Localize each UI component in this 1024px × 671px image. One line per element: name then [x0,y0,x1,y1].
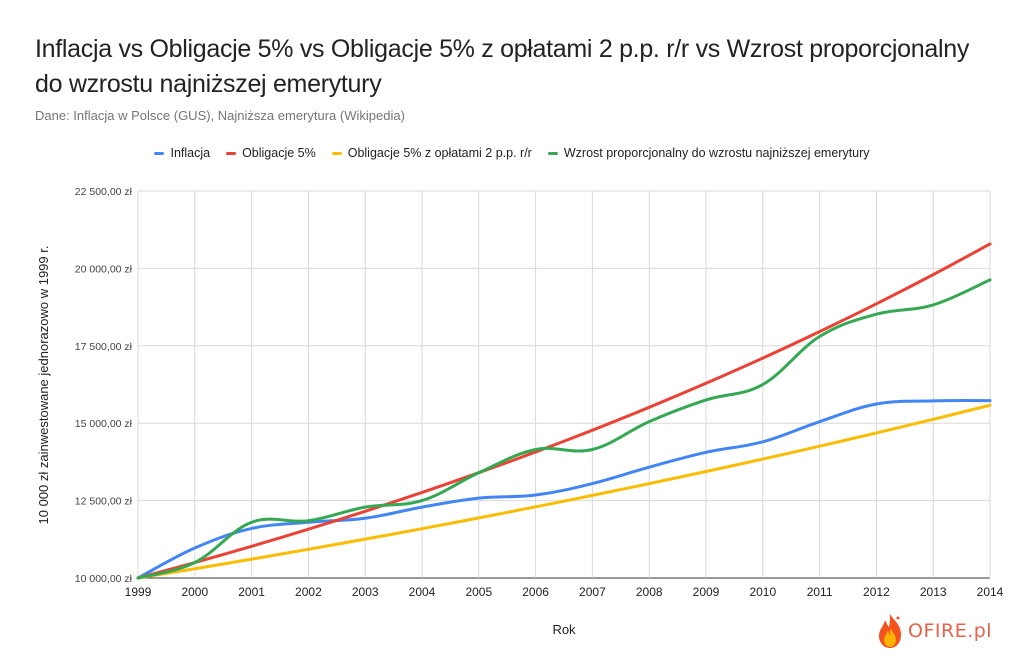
y-tick-label: 12 500,00 zł [75,496,133,508]
x-tick-label: 2012 [863,585,890,599]
grid [137,190,991,579]
legend-swatch [331,151,342,155]
y-axis-label: 10 000 zł zainwestowane jednorazowo w 19… [36,246,51,525]
x-tick-label: 2011 [807,585,833,599]
x-tick-label: 2007 [579,585,606,599]
y-tick-labels: 10 000,00 zł 12 500,00 zł 15 000,00 zł 17 5… [75,186,133,585]
x-tick-label: 1999 [125,585,152,599]
x-tick-labels: 1999 2000 2001 2002 2003 2004 2005 2006 2007 2008… [125,585,1004,599]
series-line-obligacje-5-z-op-atami-2-p-p-r-r [136,403,992,580]
series-line-inflacja [136,399,992,580]
y-tick-label: 15 000,00 zł [75,418,133,430]
x-tick-label: 2004 [409,585,436,599]
legend-item[interactable]: Obligacje 5% z opłatami 2 p.p. r/r [331,146,532,160]
legend-swatch [154,151,165,155]
y-tick-label: 20 000,00 zł [75,263,133,275]
series-line-obligacje-5 [136,242,992,580]
y-tick-label: 22 500,00 zł [75,186,133,198]
legend-label: Obligacje 5% [242,146,316,160]
chart-title: Inflacja vs Obligacje 5% vs Obligacje 5%… [35,35,970,98]
x-tick-label: 2002 [295,585,322,599]
x-tick-label: 2013 [920,585,947,599]
x-tick-label: 2008 [636,585,663,599]
flame-icon [879,614,901,648]
legend-item[interactable]: Inflacja [154,146,210,160]
x-tick-label: 2003 [352,585,379,599]
legend-swatch [547,151,558,155]
legend-label: Obligacje 5% z opłatami 2 p.p. r/r [347,146,532,160]
logo-text: OFIRE.pl [908,620,993,642]
legend-label: Wzrost proporcjonalny do wzrostu najniżs… [563,146,870,160]
series-lines [136,242,992,580]
legend-item[interactable]: Wzrost proporcjonalny do wzrostu najniżs… [547,146,870,160]
legend-swatch [226,151,237,155]
x-tick-label: 2010 [749,585,776,599]
x-tick-label: 2000 [181,585,208,599]
legend: Inflacja Obligacje 5% Obligacje 5% z opłat… [0,146,1024,160]
series-line-wzrost-proporcjonalny-do-wzrostu-najni-szej-emerytury [136,278,992,580]
legend-item[interactable]: Obligacje 5% [226,146,316,160]
y-tick-label: 17 500,00 zł [75,341,133,353]
x-tick-label: 2014 [977,585,1004,599]
x-tick-label: 2001 [238,585,265,599]
x-tick-label: 2005 [465,585,492,599]
y-tick-label: 10 000,00 zł [75,573,133,585]
x-tick-label: 2006 [522,585,549,599]
chart-subtitle: Dane: Inflacja w Polsce (GUS), Najniższa… [35,108,405,123]
ofire-logo: OFIRE.pl [876,612,992,650]
x-tick-label: 2009 [693,585,720,599]
legend-label: Inflacja [170,146,211,160]
x-axis-label: Rok [552,622,576,637]
